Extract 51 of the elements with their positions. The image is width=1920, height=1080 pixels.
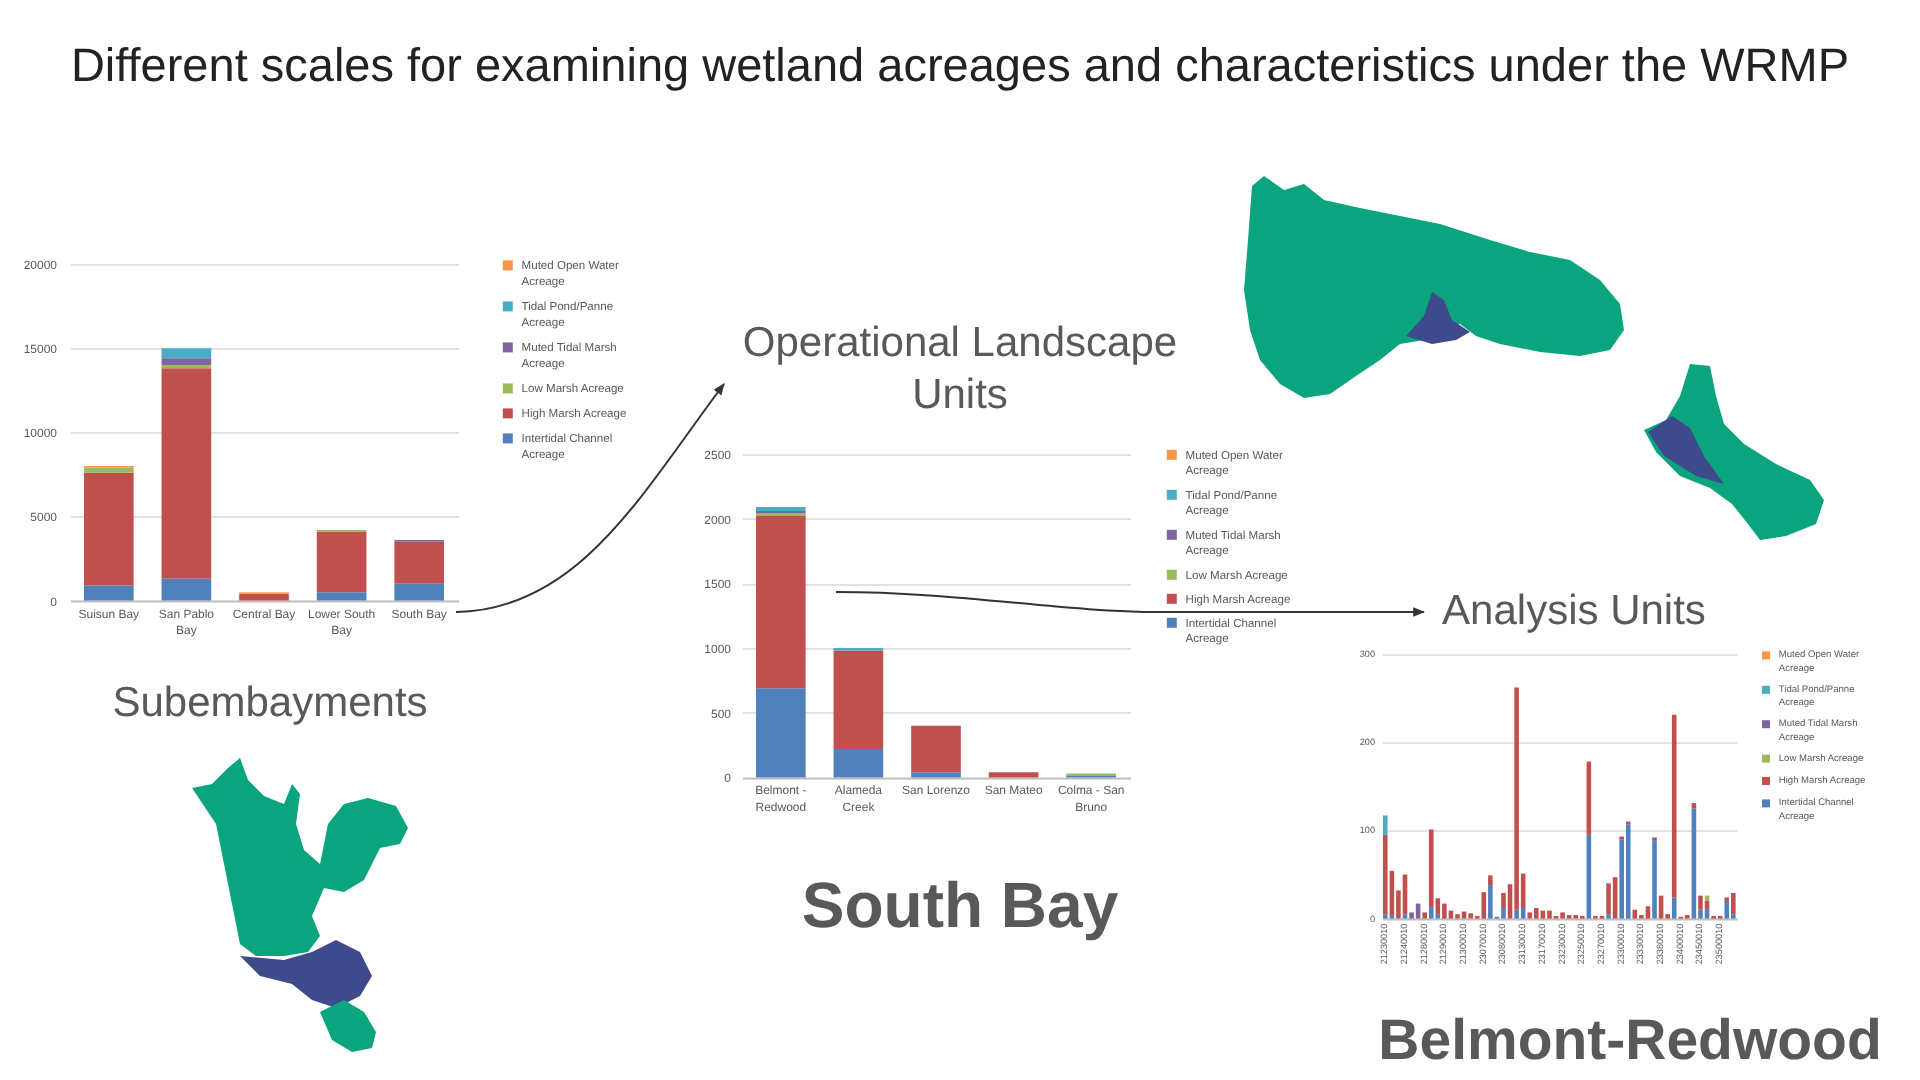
bar [316,530,367,592]
bar [1383,834,1389,914]
bar [239,593,289,600]
bar [1442,902,1448,918]
bar [161,367,212,579]
bar [1410,911,1415,918]
bar [1731,892,1737,914]
bar [755,688,806,778]
text: Different scales for examining wetland acreages and characteristics under the WRMP [70,38,1850,94]
bar [1469,912,1474,918]
text: Subembayments [112,679,428,729]
bar [161,347,212,358]
bar [1607,882,1612,914]
bar [161,578,212,600]
bar [1429,828,1435,907]
bar [1534,907,1540,918]
bar [83,467,134,473]
bar [1429,906,1435,918]
bar [83,472,134,585]
bar [1646,905,1652,918]
bar [1482,891,1487,918]
bar [1521,907,1527,918]
bar [1515,909,1520,918]
bar [1488,884,1494,918]
bar [911,725,961,773]
bar [1528,911,1533,918]
bar [1488,874,1494,885]
bar [83,584,134,600]
bar [161,357,212,365]
bar [1501,907,1507,918]
bar [1561,911,1566,918]
bar [1698,895,1704,910]
bar [316,591,367,600]
bar [1672,714,1678,897]
bar [1672,896,1678,918]
bar [911,772,961,778]
bar [1423,911,1428,918]
bar [755,516,806,689]
bar [394,583,445,600]
bar [1547,910,1553,918]
chart-title: Analysis Units [1442,587,1706,637]
bar [1653,839,1658,918]
bar [1383,814,1389,835]
bar [833,650,884,749]
chart-title: Operational Landscape Units [740,317,1180,422]
text: Belmont-Redwood [1378,1009,1882,1075]
bar [833,748,884,778]
bar [988,772,1039,778]
bar [1626,823,1632,918]
bar [394,541,445,584]
bar [1725,900,1730,918]
